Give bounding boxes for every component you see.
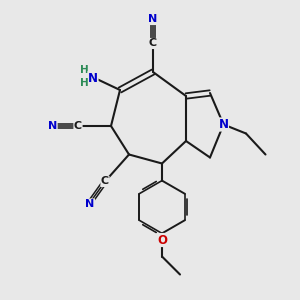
- Text: H: H: [80, 78, 88, 88]
- Text: C: C: [101, 176, 109, 187]
- Text: N: N: [218, 118, 229, 131]
- Text: N: N: [85, 199, 94, 209]
- Text: N: N: [148, 14, 158, 25]
- Text: N: N: [48, 121, 57, 131]
- Text: C: C: [149, 38, 157, 49]
- Text: C: C: [74, 121, 82, 131]
- Text: H: H: [80, 65, 88, 75]
- Text: N: N: [88, 71, 98, 85]
- Text: O: O: [157, 233, 167, 247]
